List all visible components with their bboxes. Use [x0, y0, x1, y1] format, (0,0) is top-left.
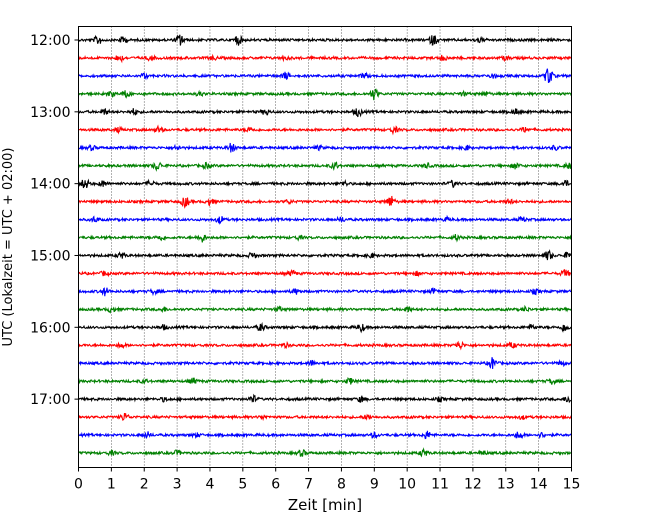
trace-16:45	[77, 377, 573, 386]
x-tick-label: 11	[431, 477, 449, 493]
trace-13:00	[77, 107, 572, 118]
y-axis-label: UTC (Lokalzeit = UTC + 02:00)	[1, 148, 16, 347]
trace-16:00	[78, 321, 572, 334]
x-tick-label: 13	[497, 477, 515, 493]
x-tick-label: 6	[271, 477, 280, 493]
x-axis-ticks: 0 1 2 3 4 5 6 7 8 9 10 11 12 13 14 15	[74, 467, 581, 493]
x-tick-label: 4	[206, 477, 215, 493]
y-tick-label: 13:00	[30, 105, 70, 121]
trace-15:15	[78, 268, 572, 278]
x-tick-label: 3	[173, 477, 182, 493]
x-tick-label: 9	[370, 477, 379, 493]
y-tick-label: 15:00	[30, 248, 70, 264]
x-tick-label: 10	[398, 477, 416, 493]
trace-14:00	[77, 178, 572, 189]
x-tick-label: 7	[304, 477, 313, 493]
trace-13:45	[77, 161, 572, 172]
trace-14:15	[77, 195, 572, 209]
y-tick-label: 16:00	[30, 320, 70, 336]
x-tick-label: 15	[563, 477, 581, 493]
trace-15:45	[78, 304, 572, 314]
trace-14:45	[78, 234, 572, 243]
trace-16:15	[78, 340, 572, 351]
trace-17:30	[78, 430, 572, 440]
trace-12:15	[77, 53, 572, 64]
x-tick-label: 0	[74, 477, 83, 493]
plot-frame	[78, 26, 572, 468]
seismic-traces	[77, 34, 573, 458]
trace-17:15	[78, 412, 572, 422]
y-axis-ticks: 12:00 13:00 14:00 15:00 16:00 17:00	[30, 33, 79, 408]
x-tick-label: 5	[238, 477, 247, 493]
trace-15:30	[78, 287, 572, 297]
trace-14:30	[78, 214, 572, 225]
y-tick-label: 17:00	[30, 392, 70, 408]
y-tick-label: 14:00	[30, 177, 70, 193]
x-tick-label: 1	[107, 477, 116, 493]
x-tick-label: 14	[530, 477, 548, 493]
x-tick-label: 8	[337, 477, 346, 493]
trace-16:30	[78, 357, 572, 369]
trace-13:30	[78, 142, 572, 153]
trace-13:15	[78, 124, 572, 136]
trace-12:30	[77, 68, 573, 83]
y-tick-label: 12:00	[30, 33, 70, 49]
trace-12:45	[78, 88, 572, 101]
trace-17:45	[78, 447, 572, 458]
trace-12:00	[77, 34, 573, 46]
x-tick-label: 2	[140, 477, 149, 493]
trace-17:00	[78, 393, 572, 404]
trace-15:00	[78, 249, 572, 261]
x-tick-label: 12	[464, 477, 482, 493]
vertical-grid	[111, 26, 539, 468]
x-axis-label: Zeit [min]	[288, 496, 362, 514]
